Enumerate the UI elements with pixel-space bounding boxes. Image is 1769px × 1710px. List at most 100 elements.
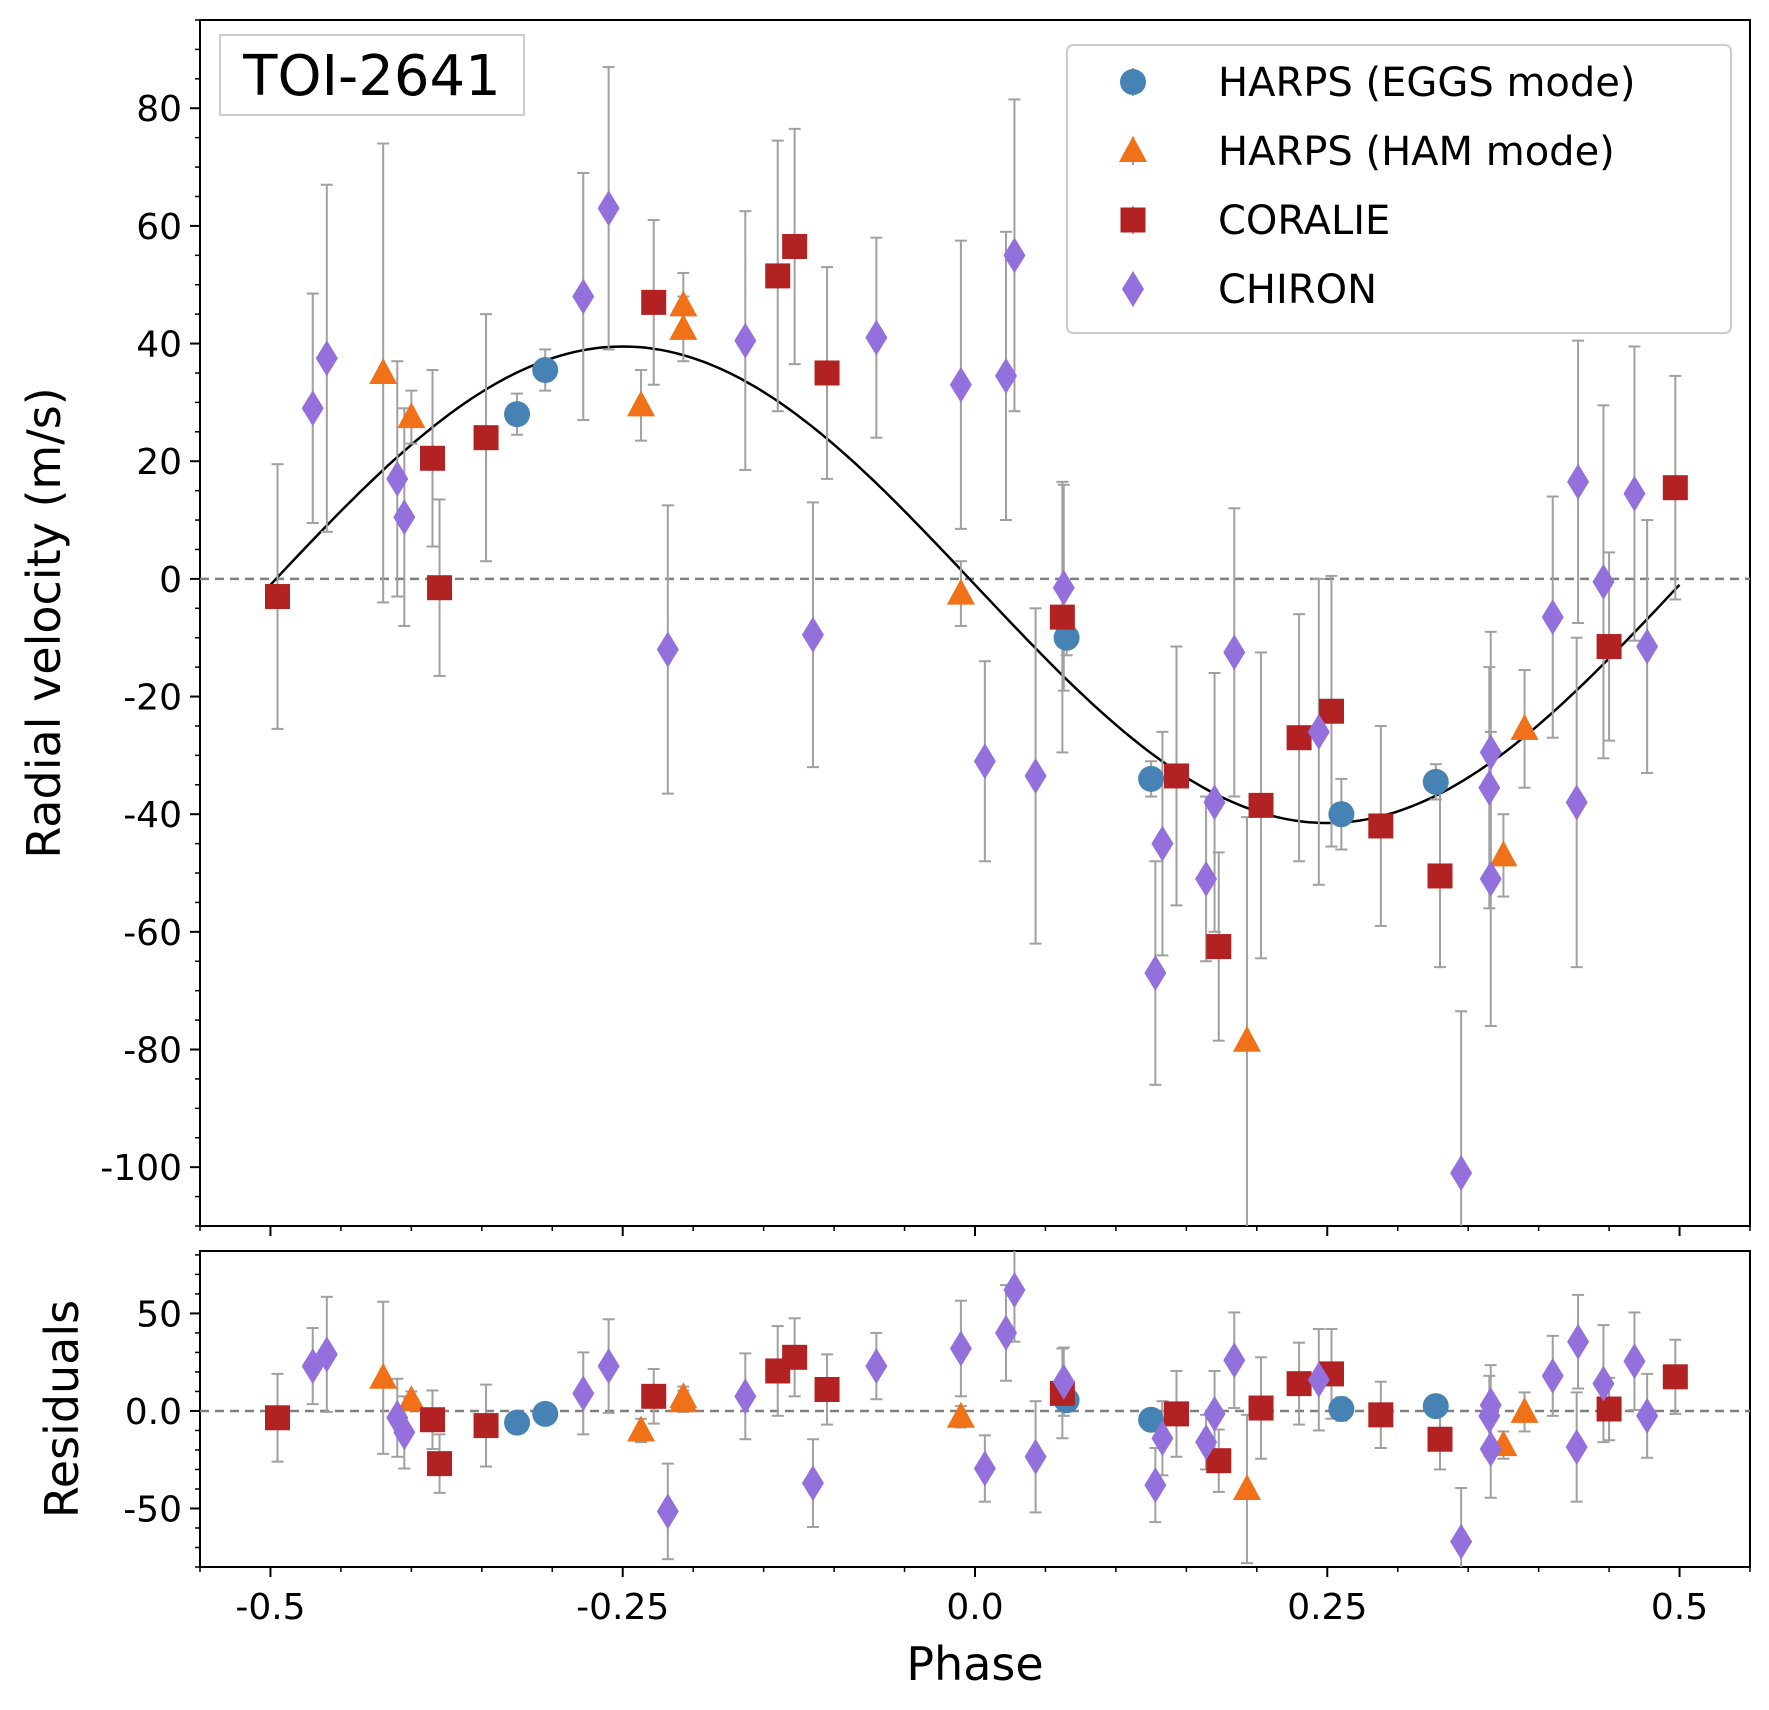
- circle-marker: [532, 1400, 559, 1427]
- triangle-marker: [627, 1415, 656, 1442]
- square-marker: [765, 263, 791, 289]
- legend-square-marker: [1120, 207, 1146, 233]
- diamond-marker: [1592, 1365, 1615, 1402]
- y-tick-label: 20: [136, 442, 182, 483]
- triangle-marker: [669, 290, 698, 317]
- legend: HARPS (EGGS mode) HARPS (HAM mode) CORALIE…: [1066, 44, 1732, 334]
- chart-tag-box: [219, 34, 525, 116]
- triangle-marker: [946, 578, 975, 605]
- legend-label: CHIRON: [1218, 267, 1377, 313]
- triangle-marker: [627, 390, 656, 417]
- diamond-marker: [1479, 860, 1502, 897]
- diamond-marker: [801, 616, 824, 653]
- diamond-marker: [597, 190, 620, 227]
- diamond-marker: [1636, 628, 1659, 665]
- y-tick-label: 0: [159, 560, 182, 601]
- square-marker: [641, 1383, 667, 1409]
- circle-marker: [1138, 765, 1165, 792]
- diamond-marker: [1623, 475, 1646, 512]
- legend-item: CORALIE: [1120, 198, 1390, 244]
- square-marker: [641, 289, 667, 315]
- diamond-marker: [1479, 734, 1502, 771]
- square-marker: [1427, 863, 1453, 889]
- legend-item: CHIRON: [1122, 267, 1377, 313]
- model-curve: [269, 345, 1681, 825]
- triangle-marker: [1510, 1396, 1539, 1423]
- diamond-marker: [1151, 825, 1174, 862]
- square-marker: [265, 584, 290, 610]
- diamond-marker: [1151, 1420, 1174, 1457]
- triangle-marker: [669, 1386, 698, 1413]
- residual-data-points: [265, 1251, 1688, 1567]
- chart-tag: TOI-2641: [219, 34, 525, 116]
- y-tick-label: -20: [123, 678, 182, 719]
- diamond-marker: [1052, 1363, 1075, 1400]
- diamond-marker: [949, 1330, 972, 1367]
- diamond-marker: [1003, 237, 1026, 274]
- square-marker: [1286, 725, 1312, 751]
- diamond-marker: [393, 1414, 416, 1451]
- diamond-marker: [734, 322, 757, 359]
- residual-panel: 50 0.0 -50 -0.5 -0.25 0.0 0.25 0.5 Residuals: [35, 1250, 1751, 1628]
- legend-triangle-marker: [1119, 136, 1147, 162]
- diamond-marker: [1541, 599, 1564, 636]
- diamond-marker: [315, 340, 338, 377]
- circle-marker: [1422, 768, 1449, 795]
- x-tick-label: -0.25: [576, 1587, 669, 1628]
- square-marker: [1662, 475, 1688, 501]
- triangle-marker: [369, 1362, 398, 1389]
- chart-title: TOI-2641: [242, 44, 501, 109]
- diamond-marker: [734, 1378, 757, 1415]
- diamond-marker: [973, 1450, 996, 1487]
- residual-y-axis-label: Residuals: [35, 1300, 89, 1518]
- x-axis-label: Phase: [906, 1637, 1043, 1691]
- square-marker: [782, 233, 808, 259]
- triangle-marker: [1232, 1025, 1261, 1052]
- x-tick-label: 0.25: [1287, 1587, 1367, 1628]
- y-tick-label: 80: [136, 89, 182, 130]
- legend-diamond-marker: [1122, 271, 1144, 307]
- legend-box: [1066, 44, 1732, 334]
- square-marker: [1596, 634, 1622, 660]
- legend-label: HARPS (EGGS mode): [1218, 60, 1635, 106]
- legend-item: HARPS (HAM mode): [1119, 129, 1615, 175]
- square-marker: [1164, 1401, 1189, 1427]
- diamond-marker: [801, 1465, 824, 1502]
- legend-item: HARPS (EGGS mode): [1120, 60, 1635, 106]
- circle-marker: [504, 1409, 531, 1436]
- main-y-axis-label: Radial velocity (m/s): [17, 387, 71, 858]
- diamond-marker: [1592, 563, 1615, 600]
- diamond-marker: [386, 460, 409, 497]
- main-panel: 80 60 40 20 0 -20 -40 -60 -80 -100 Radial velocit…: [17, 19, 1751, 1236]
- diamond-marker: [301, 390, 324, 427]
- diamond-marker: [1565, 1429, 1588, 1466]
- diamond-marker: [1223, 634, 1246, 671]
- square-marker: [473, 1413, 499, 1439]
- square-marker: [427, 575, 453, 601]
- square-marker: [420, 1407, 445, 1433]
- diamond-marker: [1479, 1430, 1502, 1467]
- y-tick-label: -40: [123, 795, 182, 836]
- x-tick-label: 0.5: [1651, 1587, 1708, 1628]
- circle-marker: [532, 357, 559, 384]
- circle-marker: [1328, 1396, 1355, 1422]
- square-marker: [1368, 1402, 1394, 1428]
- diamond-marker: [1024, 757, 1047, 794]
- circle-marker: [504, 401, 531, 428]
- y-tick-label: 60: [136, 207, 182, 248]
- triangle-marker: [946, 1401, 975, 1428]
- diamond-marker: [315, 1336, 338, 1373]
- legend-items: HARPS (EGGS mode) HARPS (HAM mode) CORALIE…: [1119, 60, 1635, 313]
- diamond-marker: [1195, 860, 1218, 897]
- diamond-marker: [1307, 713, 1330, 750]
- diamond-marker: [572, 278, 595, 315]
- diamond-marker: [1144, 955, 1167, 992]
- diamond-marker: [1478, 769, 1501, 806]
- diamond-marker: [1052, 569, 1075, 606]
- square-marker: [420, 445, 445, 471]
- y-tick-label: 0.0: [125, 1392, 182, 1433]
- triangle-marker: [1232, 1473, 1261, 1500]
- residual-x-ticks: -0.5 -0.25 0.0 0.25 0.5: [199, 1567, 1751, 1628]
- diamond-marker: [1203, 784, 1226, 821]
- square-marker: [473, 425, 499, 451]
